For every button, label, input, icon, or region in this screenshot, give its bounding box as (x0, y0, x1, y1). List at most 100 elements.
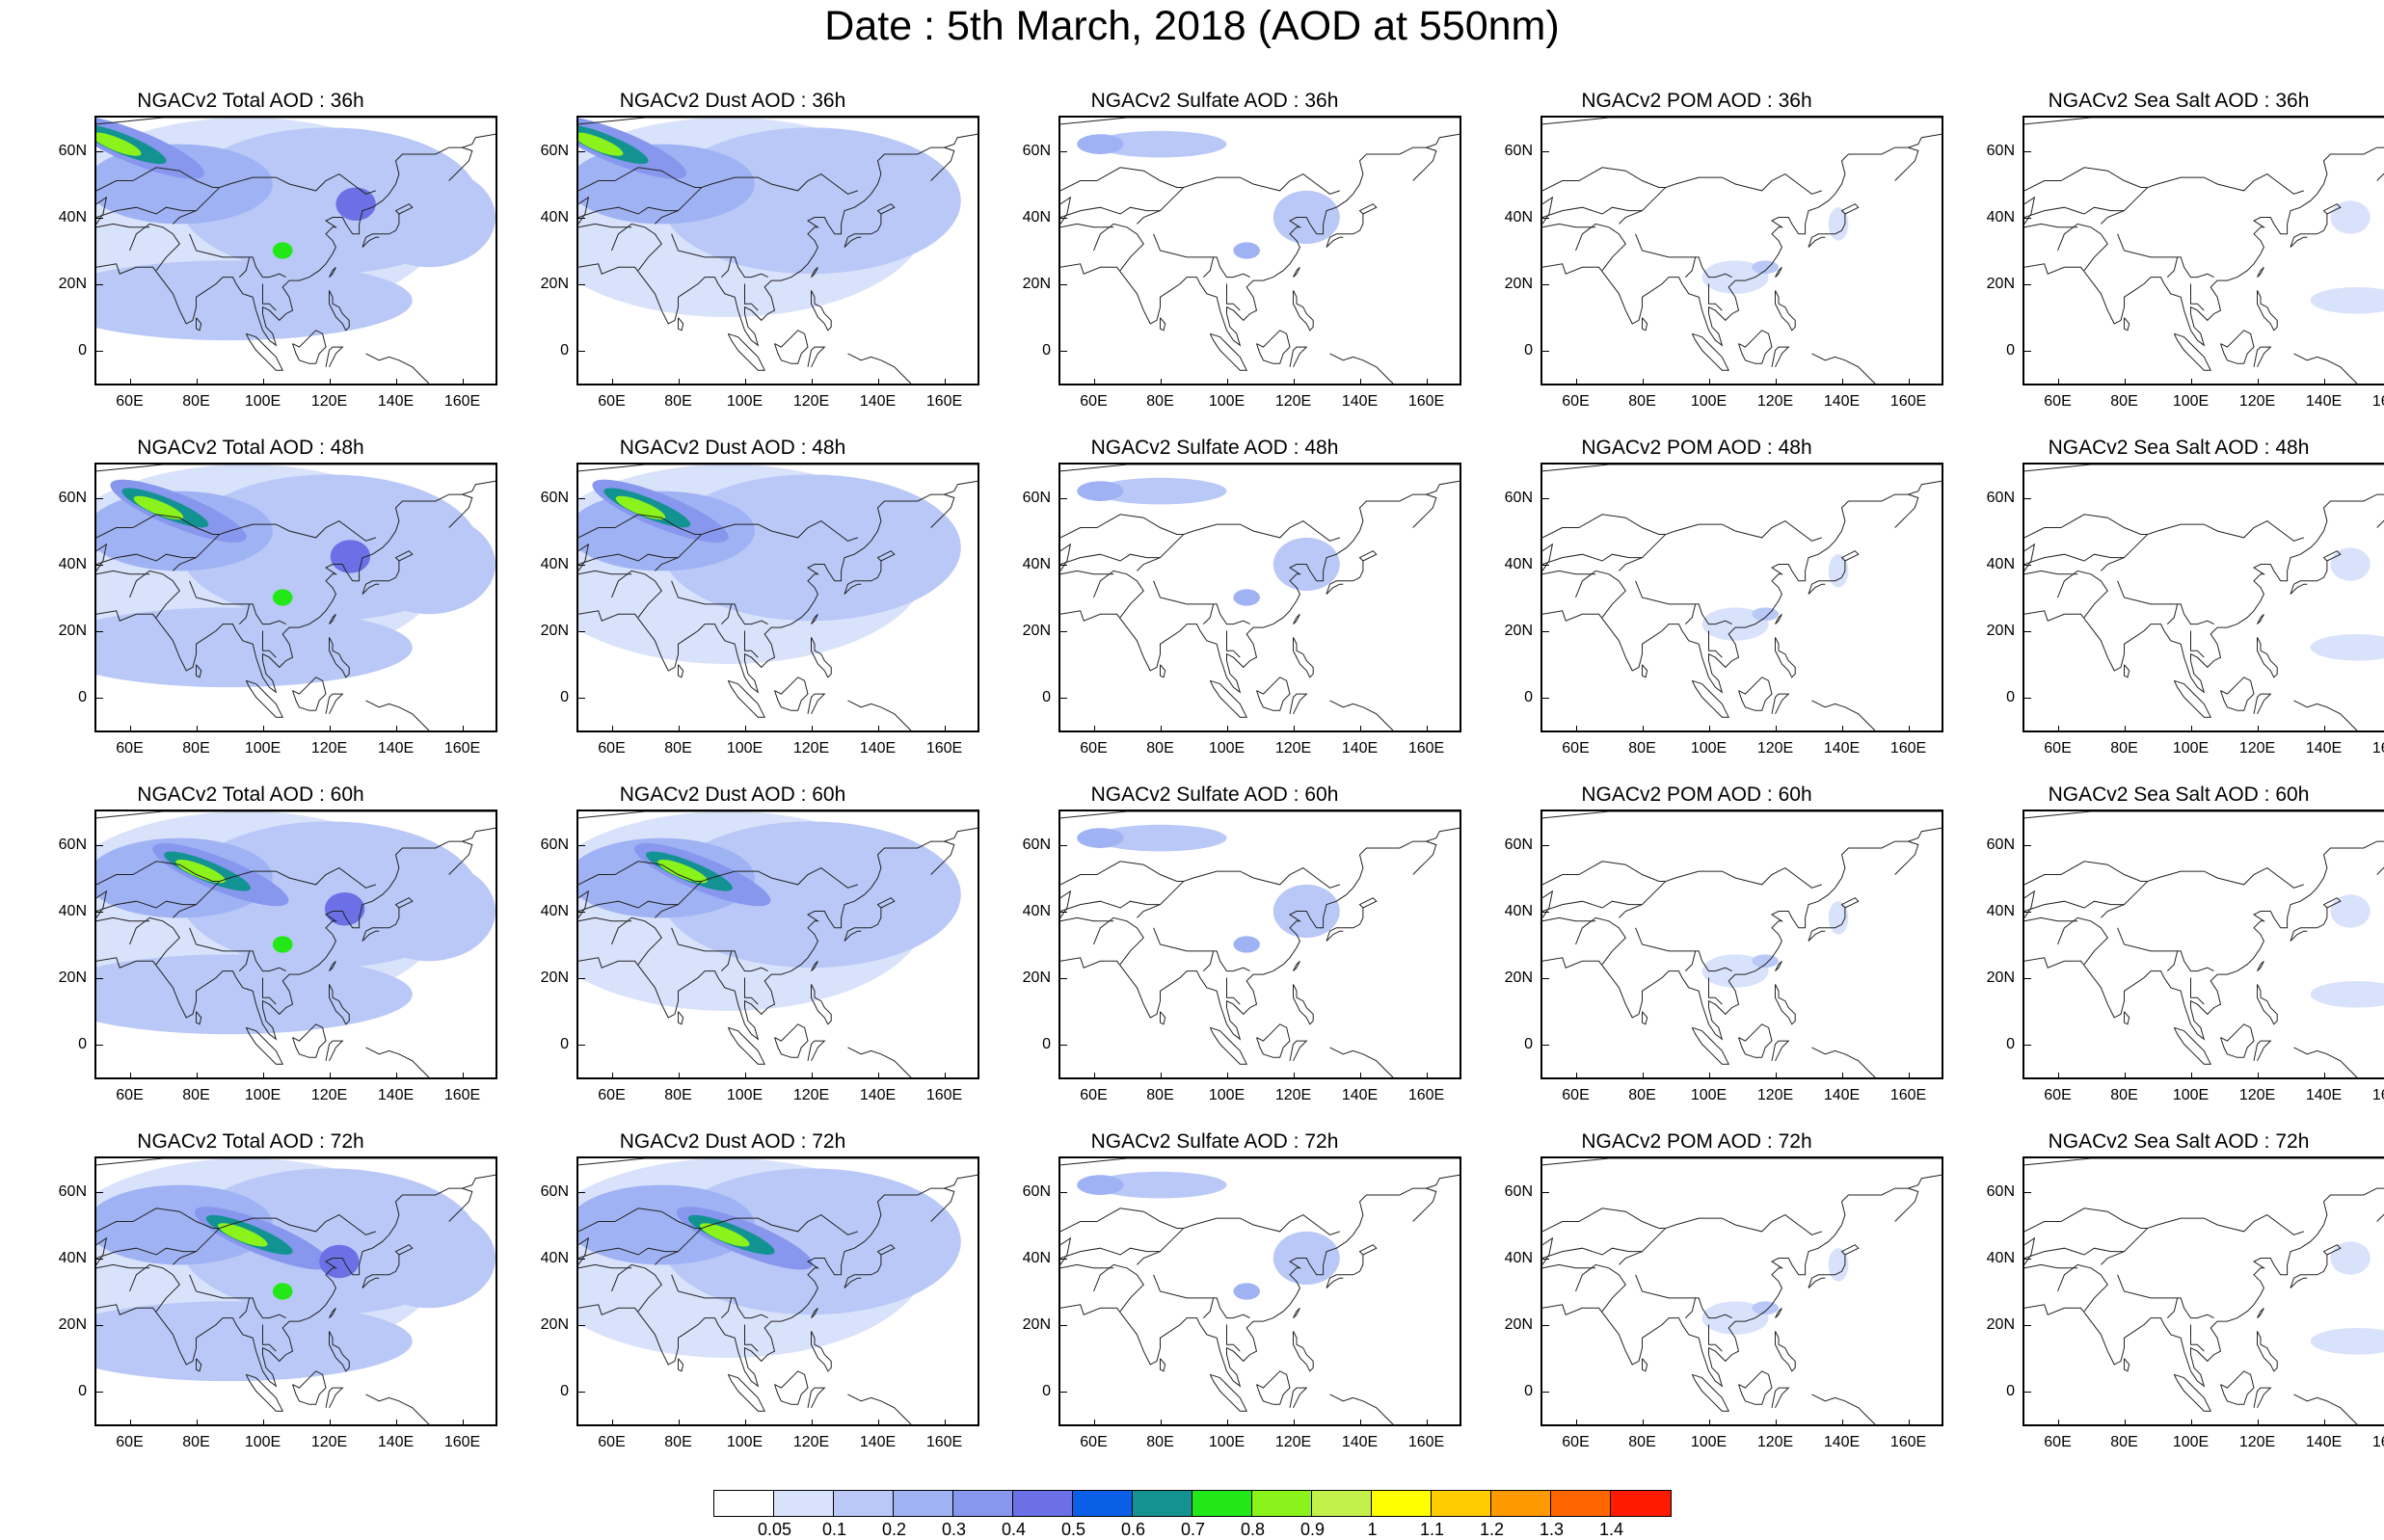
coastline (1330, 1394, 1394, 1424)
aod-shading (1752, 1301, 1779, 1314)
coastline (1542, 917, 1595, 920)
colorbar-label: 1.4 (1583, 1519, 1641, 1540)
map-frame (94, 1156, 497, 1426)
lat-tick (1542, 978, 1549, 979)
colorbar-swatch (1491, 1491, 1551, 1516)
colorbar-swatch (1611, 1491, 1671, 1516)
lat-tick (2024, 912, 2031, 913)
coastline (2125, 1012, 2130, 1024)
lat-tick-label: 40N (1972, 556, 2015, 573)
lat-tick (1542, 151, 1549, 152)
coastline (1154, 928, 1250, 971)
coastline (1895, 1188, 1918, 1221)
coastline (2167, 951, 2177, 971)
panel-title: NGACv2 Total AOD : 72h (48, 1129, 453, 1155)
lon-tick-label: 160E (2362, 1434, 2384, 1451)
coastline (2125, 318, 2130, 331)
coastline (1776, 637, 1796, 677)
coastline (1203, 604, 1213, 624)
lon-tick (396, 1420, 397, 1426)
map-frame (1540, 463, 1943, 732)
coastline (1542, 891, 1552, 918)
coastline (1060, 207, 1161, 217)
coastline (1619, 521, 1821, 571)
coastline (2118, 581, 2214, 624)
lon-tick-label: 100E (1680, 1434, 1738, 1451)
colorbar-swatch (714, 1491, 774, 1516)
lon-tick-label: 100E (716, 1434, 774, 1451)
lon-tick-label: 80E (2096, 1434, 2154, 1451)
lat-tick (2024, 1192, 2031, 1193)
aod-map (1542, 1158, 1942, 1424)
lon-tick-label: 160E (1398, 1434, 1456, 1451)
lon-tick (463, 726, 464, 732)
aod-shading (1233, 242, 1260, 258)
lon-tick (1427, 726, 1428, 732)
coastline (1154, 1275, 1250, 1318)
lat-tick (578, 1259, 585, 1260)
lat-tick-label: 20N (1972, 276, 2015, 293)
lon-tick-label: 160E (916, 1434, 974, 1451)
coastline (2167, 257, 2177, 278)
colorbar-swatch (953, 1491, 1013, 1516)
coastline (679, 318, 683, 331)
lat-tick-label: 20N (1972, 969, 2015, 987)
coastline (2254, 1388, 2270, 1408)
lat-tick (1060, 1325, 1067, 1326)
coastline (2258, 961, 2264, 970)
map-frame (1540, 810, 1943, 1079)
panel-title: NGACv2 Sea Salt AOD : 60h (1976, 783, 2381, 808)
coastline (679, 1012, 683, 1024)
coastline (1895, 841, 1918, 874)
colorbar-swatch (894, 1491, 953, 1516)
lat-tick (2024, 1259, 2031, 1260)
lon-tick (1227, 1420, 1228, 1426)
panel-title: NGACv2 Sulfate AOD : 48h (1012, 436, 1417, 461)
lon-tick (612, 1420, 613, 1426)
lat-tick (2024, 1325, 2031, 1326)
lat-tick (578, 912, 585, 913)
lon-tick-label: 60E (1065, 1434, 1123, 1451)
coastline (2101, 174, 2303, 225)
lat-tick-label: 60N (44, 836, 87, 854)
coastline (2058, 224, 2108, 270)
lat-tick-label: 40N (1008, 209, 1051, 226)
lat-tick-label: 20N (1008, 1316, 1051, 1334)
lat-tick (96, 151, 103, 152)
aod-shading (2330, 547, 2370, 581)
coastline (2024, 207, 2125, 217)
coastline (2024, 917, 2077, 920)
lat-tick-label: 20N (44, 1316, 87, 1334)
lat-tick (2024, 284, 2031, 285)
coastline (1060, 515, 1184, 538)
coastline (2058, 917, 2108, 964)
aod-shading (1752, 954, 1779, 968)
coastline (1060, 134, 1460, 345)
aod-shading (362, 515, 496, 615)
panel-title: NGACv2 Dust AOD : 60h (530, 783, 935, 808)
lat-tick-label: 60N (526, 1183, 569, 1201)
coastline (2191, 1325, 2205, 1352)
coastline (1154, 581, 1250, 624)
coastline (1576, 571, 1626, 617)
aod-map (96, 118, 496, 384)
aod-shading (1752, 260, 1779, 274)
lat-tick (96, 845, 103, 846)
lat-tick-label: 60N (526, 490, 569, 507)
lat-tick-label: 20N (44, 623, 87, 640)
lat-tick (1060, 284, 1067, 285)
panel-title: NGACv2 Dust AOD : 36h (530, 89, 935, 114)
lon-tick (812, 1420, 813, 1426)
lat-tick-label: 40N (526, 556, 569, 573)
coastline (2191, 284, 2205, 311)
coastline (2058, 571, 2108, 617)
coastline (1060, 811, 1460, 818)
lon-tick-label: 140E (2295, 1434, 2353, 1451)
lat-tick-label: 20N (44, 276, 87, 293)
coastline (2024, 515, 2148, 538)
coastline (1542, 1238, 1552, 1265)
